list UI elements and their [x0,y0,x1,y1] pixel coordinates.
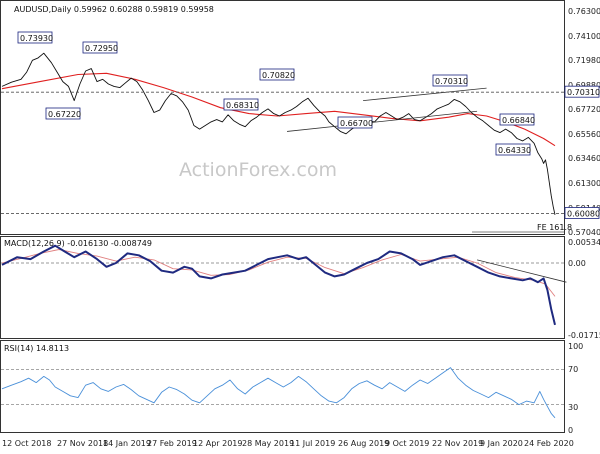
x-tick-label: 26 Aug 2019 [338,439,389,448]
price-y-tick: 0.57040 [568,228,600,237]
price-y-tick: 0.63460 [568,154,600,163]
price-y-tick: 0.61300 [568,179,600,188]
annotation-box [499,113,535,126]
annotation-label: 0.70820 [262,71,295,80]
annotation-label: 0.64330 [498,146,531,155]
annotation-box [337,116,373,129]
channel-lower-line [287,110,478,132]
macd-y-tick: 0.005348 [568,238,600,247]
rsi-y-tick: 100 [568,342,583,351]
price-line [1,52,556,215]
macd-signal-line [1,249,556,297]
annotation-label: 0.70310 [435,77,468,86]
level-label-box [564,85,600,98]
price-y-tick: 0.76300 [568,7,600,16]
x-tick-label: 9 Jan 2020 [480,439,523,448]
price-y-tick: 0.69880 [568,81,600,90]
x-tick-label: 9 Oct 2019 [385,439,429,448]
macd-plot [1,244,567,326]
rsi-plot [1,367,564,419]
price-y-tick: 0.71980 [568,56,600,65]
annotation-box [495,143,531,156]
annotation-label: 0.66840 [502,116,535,125]
macd-trendline [476,259,567,283]
rsi-y-tick: 30 [568,403,578,412]
x-tick-label: 14 Jan 2019 [103,439,151,448]
annotation-label: 0.73930 [20,34,53,43]
price-y-tick: 0.65560 [568,130,600,139]
annotation-box [259,68,295,81]
macd-y-tick: -0.017153 [568,331,600,340]
annotation-box [17,31,53,44]
price-y-tick: 0.74100 [568,32,600,41]
annotation-box [432,74,468,87]
x-tick-label: 24 Feb 2020 [524,439,574,448]
level-label: 0.70310 [567,88,600,97]
annotation-label: 0.68310 [226,101,259,110]
macd-line [1,244,556,326]
macd-title: MACD(12,26,9) -0.016130 -0.008749 [4,239,152,248]
x-tick-label: 22 Nov 2019 [432,439,483,448]
macd-y-tick: 0.00 [568,259,586,268]
annotation-box [223,98,259,111]
price-plot: 0.70310 0.60080 0.73930 0.72950 0.67220 0.708… [1,31,600,233]
x-tick-label: 12 Oct 2018 [2,439,51,448]
level-label: 0.60080 [567,209,600,218]
macd-panel-frame [0,236,565,339]
rsi-y-tick: 0 [568,426,573,435]
watermark-text: ActionForex.com [179,159,337,181]
level-label-box [564,207,600,219]
annotation-box [45,107,81,120]
x-tick-label: 12 Apr 2019 [193,439,242,448]
annotation-label: 0.72950 [85,44,118,53]
x-tick-label: 11 Jul 2019 [290,439,335,448]
rsi-title: RSI(14) 14.8113 [4,344,69,353]
annotation-box [82,41,118,54]
rsi-line [1,367,556,419]
x-tick-label: 28 May 2019 [242,439,294,448]
price-chart-title: AUDUSD,Daily 0.59962 0.60288 0.59819 0.5… [14,5,214,14]
channel-upper-line [363,87,487,102]
annotation-label: 0.66700 [340,119,373,128]
price-y-tick: 0.67720 [568,105,600,114]
rsi-y-tick: 70 [568,365,578,374]
x-tick-label: 27 Nov 2018 [57,439,108,448]
annotation-label: 0.67220 [48,110,81,119]
x-tick-label: 27 Feb 2019 [147,439,197,448]
fe-label: FE 161.8 [537,223,572,232]
price-panel-frame [0,0,565,235]
